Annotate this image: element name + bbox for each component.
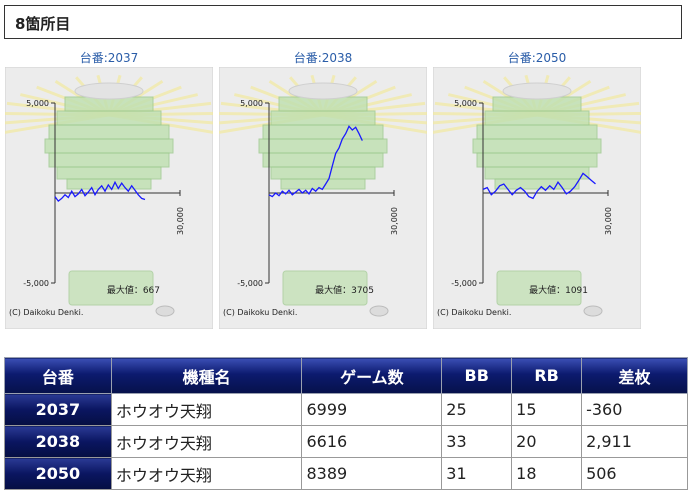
y-tick-label-bottom: -5,000 [451,279,477,288]
decor-tier [472,138,602,154]
decor-tier [48,152,170,168]
column-header-games: ゲーム数 [301,357,443,394]
decor-tier [258,138,388,154]
decor-coin [583,305,603,317]
decor-tier [476,152,598,168]
decor-coin [155,305,175,317]
section-title: 8箇所目 [15,15,71,33]
copyright-text: (C) Daikoku Denki. [437,308,511,317]
slump-chart: 5,000 -5,000 30,000 最大値：667 (C) Daikoku Denk… [5,67,213,329]
rb-count: 15 [511,393,583,426]
decor-dome [288,82,358,100]
max-value-label: 最大値：667 [107,284,160,296]
graph-label: 台番:2038 [293,51,353,65]
decor-tier [56,166,162,180]
decor-tray [68,270,154,306]
table-row[interactable]: 2037 ホウオウ天翔 6999 25 15 -360 [4,393,688,426]
column-header-diff: 差枚 [581,357,688,394]
decor-tier [270,166,376,180]
decor-tray [282,270,368,306]
decor-tray [496,270,582,306]
slump-line [482,172,596,200]
graph-label: 台番:2037 [79,51,139,65]
y-tick-label-top: 5,000 [454,99,477,108]
max-value-label: 最大値：1091 [529,284,588,296]
table-row[interactable]: 2050 ホウオウ天翔 8389 31 18 506 [4,457,688,490]
bb-count: 31 [441,457,513,490]
decor-tier [66,178,152,190]
decor-tier [56,110,162,126]
slump-chart: 5,000 -5,000 30,000 最大値：3705 (C) Daikoku Den… [219,67,427,329]
decor-tier [48,124,170,140]
decor-tier [262,124,384,140]
x-tick-label-end: 30,000 [390,207,399,235]
coin-difference: 506 [581,457,688,490]
decor-coin [369,305,389,317]
model-name: ホウオウ天翔 [110,457,303,490]
slump-line [54,180,146,203]
column-header-rb: RB [511,357,583,394]
game-count: 8389 [301,457,443,490]
graph-label: 台番:2050 [507,51,567,65]
model-name: ホウオウ天翔 [110,393,303,426]
slump-line [268,125,363,198]
machine-number: 2050 [4,457,112,490]
bb-count: 25 [441,393,513,426]
machine-number: 2037 [4,393,112,426]
decor-tier [494,178,580,190]
decor-tier [484,166,590,180]
slump-graph-2037[interactable]: 台番:2037 5,000 -5,000 30,000 最大値：667 (C) Daik… [5,51,213,329]
y-tick-label-top: 5,000 [240,99,263,108]
decor-tier [476,124,598,140]
slump-chart: 5,000 -5,000 30,000 最大値：1091 (C) Daikoku Den… [433,67,641,329]
rb-count: 20 [511,425,583,458]
coin-difference: -360 [581,393,688,426]
decor-tier [484,110,590,126]
table-header-row: 台番 機種名 ゲーム数 BB RB 差枚 [4,357,688,394]
column-header-bb: BB [441,357,513,394]
section-header: 8箇所目 [4,5,682,39]
copyright-text: (C) Daikoku Denki. [9,308,83,317]
x-tick-label-end: 30,000 [604,207,613,235]
column-header-number: 台番 [4,357,112,394]
machine-data-table: 台番 機種名 ゲーム数 BB RB 差枚 2037 ホウオウ天翔 6999 25… [4,357,688,490]
decor-tier [270,110,376,126]
decor-dome [74,82,144,100]
decor-tier [262,152,384,168]
slump-graph-2050[interactable]: 台番:2050 5,000 -5,000 30,000 最大値：1091 (C) Dai… [433,51,641,329]
y-tick-label-top: 5,000 [26,99,49,108]
max-value-label: 最大値：3705 [315,284,374,296]
decor-dome [502,82,572,100]
game-count: 6616 [301,425,443,458]
column-header-model: 機種名 [110,357,303,394]
decor-tier [44,138,174,154]
copyright-text: (C) Daikoku Denki. [223,308,297,317]
slump-graph-2038[interactable]: 台番:2038 5,000 -5,000 30,000 最大値：3705 (C) Dai… [219,51,427,329]
bb-count: 33 [441,425,513,458]
game-count: 6999 [301,393,443,426]
model-name: ホウオウ天翔 [110,425,303,458]
rb-count: 18 [511,457,583,490]
machine-number: 2038 [4,425,112,458]
y-tick-label-bottom: -5,000 [23,279,49,288]
coin-difference: 2,911 [581,425,688,458]
x-tick-label-end: 30,000 [176,207,185,235]
table-row[interactable]: 2038 ホウオウ天翔 6616 33 20 2,911 [4,425,688,458]
y-tick-label-bottom: -5,000 [237,279,263,288]
